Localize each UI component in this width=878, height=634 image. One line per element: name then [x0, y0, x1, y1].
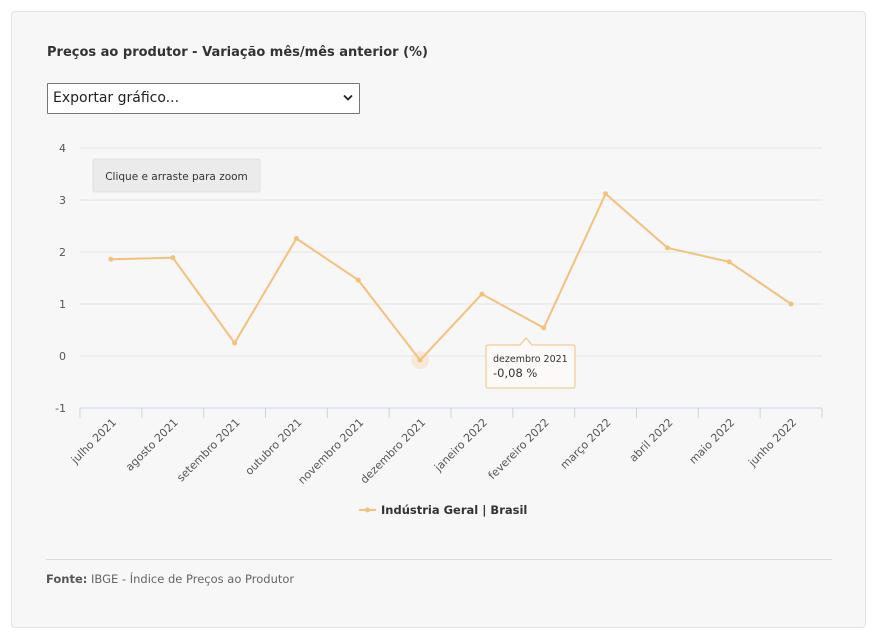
series-industria-geral[interactable] — [110, 192, 792, 362]
data-point[interactable] — [726, 259, 732, 265]
x-tick-label: janeiro 2022 — [431, 416, 490, 475]
x-tick-label: dezembro 2021 — [358, 416, 428, 486]
x-tick-label: outubro 2021 — [243, 416, 305, 478]
x-tick-label: novembro 2021 — [296, 416, 367, 487]
chart-card: Preços ao produtor - Variação mês/mês an… — [11, 11, 866, 628]
legend-item-industria-geral: Indústria Geral | Brasil — [381, 503, 527, 517]
data-point[interactable] — [232, 340, 238, 346]
grid-lines — [80, 147, 822, 357]
series-points[interactable] — [108, 191, 794, 363]
series-line[interactable] — [110, 192, 792, 362]
y-tick-label: 2 — [59, 246, 66, 259]
x-tick-label: julho 2021 — [68, 416, 119, 467]
chevron-down-icon — [343, 94, 353, 101]
source-label: Fonte: — [46, 572, 88, 586]
footer-divider — [46, 559, 832, 560]
tooltip-value: -0,08 % — [493, 366, 537, 380]
data-point[interactable] — [603, 191, 609, 197]
source-note: Fonte: IBGE - Índice de Preços ao Produt… — [46, 572, 294, 586]
y-tick-label: -1 — [55, 402, 66, 415]
y-tick-label: 1 — [59, 298, 66, 311]
data-point[interactable] — [355, 277, 361, 283]
y-tick-label: 4 — [59, 142, 66, 155]
x-tick-label: junho 2022 — [745, 416, 799, 470]
data-point[interactable] — [479, 291, 485, 297]
x-tick-label: março 2022 — [558, 416, 614, 472]
zoom-hint-text: Clique e arraste para zoom — [105, 171, 248, 183]
source-text: IBGE - Índice de Preços ao Produtor — [91, 572, 295, 586]
x-tick-label: abril 2022 — [627, 416, 676, 465]
x-tick-label: agosto 2021 — [123, 416, 181, 474]
tooltip: dezembro 2021 -0,08 % — [485, 337, 576, 389]
zoom-hint: Clique e arraste para zoom — [92, 158, 261, 193]
export-chart-select-value: Exportar gráfico... — [53, 90, 180, 106]
data-point[interactable] — [293, 235, 299, 241]
legend-marker — [365, 507, 370, 513]
y-tick-label: 0 — [59, 350, 66, 363]
data-point[interactable] — [108, 256, 114, 262]
tooltip-category: dezembro 2021 — [493, 354, 568, 365]
x-tick-label: fevereiro 2022 — [486, 416, 552, 482]
x-tick-label: setembro 2021 — [174, 416, 242, 484]
y-axis: -1 0 1 2 3 4 — [55, 142, 66, 415]
data-point[interactable] — [541, 325, 547, 331]
export-chart-select[interactable]: Exportar gráfico... — [47, 83, 360, 114]
data-point[interactable] — [664, 245, 670, 251]
data-point[interactable] — [417, 357, 423, 363]
data-point[interactable] — [170, 255, 176, 261]
tooltip-box — [485, 337, 576, 389]
chart-title: Preços ao produtor - Variação mês/mês an… — [47, 45, 428, 60]
y-tick-label: 3 — [59, 194, 66, 207]
data-point[interactable] — [788, 301, 794, 307]
x-tick-label: maio 2022 — [687, 416, 738, 467]
legend[interactable]: Indústria Geral | Brasil — [359, 503, 527, 517]
